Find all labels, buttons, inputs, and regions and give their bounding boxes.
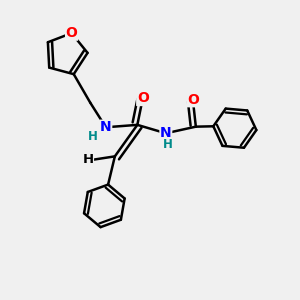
Text: H: H xyxy=(88,130,98,143)
Text: O: O xyxy=(66,26,77,40)
Text: N: N xyxy=(160,126,172,140)
Text: H: H xyxy=(163,138,173,151)
Text: O: O xyxy=(187,93,199,107)
Text: H: H xyxy=(82,154,93,166)
Text: O: O xyxy=(137,92,149,106)
Text: N: N xyxy=(100,120,112,134)
